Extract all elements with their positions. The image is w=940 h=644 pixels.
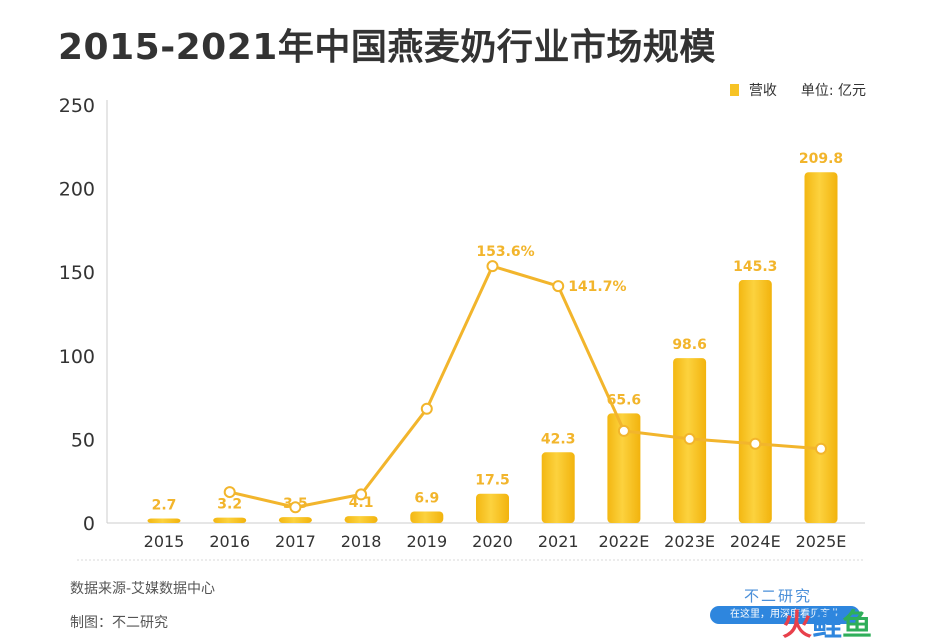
growth-rate-point <box>683 432 696 445</box>
x-tick-label: 2024E <box>730 532 781 551</box>
growth-rate-point <box>552 280 565 293</box>
growth-rate-line <box>229 264 822 509</box>
x-tick-label: 2021 <box>538 532 579 551</box>
bar-value-label: 6.9 <box>414 490 439 506</box>
growth-rate-point <box>749 437 762 450</box>
legend: 营收 单位: 亿元 <box>729 80 866 100</box>
bar-value-label: 65.6 <box>607 392 642 408</box>
x-tick-label: 2025E <box>796 532 847 551</box>
legend-swatch <box>729 84 739 96</box>
x-tick-label: 2020 <box>472 532 513 551</box>
maker-note: 制图：不二研究 <box>70 615 168 631</box>
y-tick-label: 100 <box>59 346 95 368</box>
y-tick-label: 0 <box>83 513 95 535</box>
bar-value-label: 209.8 <box>799 151 843 167</box>
growth-rate-point <box>486 260 499 273</box>
bar <box>278 517 312 523</box>
legend-unit-label: 单位: 亿元 <box>800 83 866 99</box>
bar-value-label: 3.2 <box>217 497 242 513</box>
bar <box>213 517 247 523</box>
watermark-logo: 火鲤鱼 <box>782 600 872 644</box>
growth-rate-point <box>815 442 827 455</box>
watermark-slogan: 在这里，用深度看见商业 <box>710 606 860 624</box>
y-tick-label: 250 <box>59 95 95 117</box>
growth-rate-point <box>289 501 302 514</box>
x-tick-label: 2017 <box>275 532 316 551</box>
x-tick-label: 2018 <box>341 532 382 551</box>
y-tick-label: 200 <box>59 179 95 201</box>
bar <box>541 452 575 523</box>
watermark-logo-char: 鲤 <box>812 608 842 643</box>
y-tick-label: 150 <box>59 262 95 284</box>
watermark-brand: 不二研究 <box>744 587 813 605</box>
bar-value-label: 98.6 <box>672 337 707 353</box>
growth-rate-label: 141.7% <box>568 279 626 295</box>
source-note: 数据来源-艾媒数据中心 <box>70 581 216 597</box>
x-tick-label: 2023E <box>664 532 715 551</box>
bar-value-label: 2.7 <box>152 497 177 513</box>
x-tick-label: 2022E <box>598 532 649 551</box>
y-tick-label: 50 <box>71 429 95 451</box>
watermark-logo-char: 鱼 <box>842 608 872 643</box>
bar <box>738 280 772 523</box>
bar-value-label: 145.3 <box>733 259 777 275</box>
bar-value-label: 17.5 <box>475 473 510 489</box>
bar <box>476 493 509 523</box>
bar-value-label: 42.3 <box>541 431 576 447</box>
growth-rate-point <box>355 488 368 501</box>
x-tick-label: 2015 <box>144 532 185 551</box>
growth-rate-point <box>420 402 433 415</box>
bar-value-label: 4.1 <box>349 495 374 511</box>
x-tick-label: 2019 <box>406 532 447 551</box>
chart-title: 2015-2021年中国燕麦奶行业市场规模 <box>58 27 716 68</box>
bar <box>410 511 444 523</box>
growth-rate-point <box>223 486 236 499</box>
watermark-logo-char: 火 <box>782 608 812 643</box>
bar <box>344 516 378 523</box>
x-tick-label: 2016 <box>209 532 250 551</box>
bar <box>147 518 181 523</box>
growth-rate-point <box>617 424 630 437</box>
bar <box>607 413 641 523</box>
bar <box>804 172 838 523</box>
legend-series-label: 营收 <box>748 83 777 99</box>
growth-rate-label: 153.6% <box>476 244 534 260</box>
